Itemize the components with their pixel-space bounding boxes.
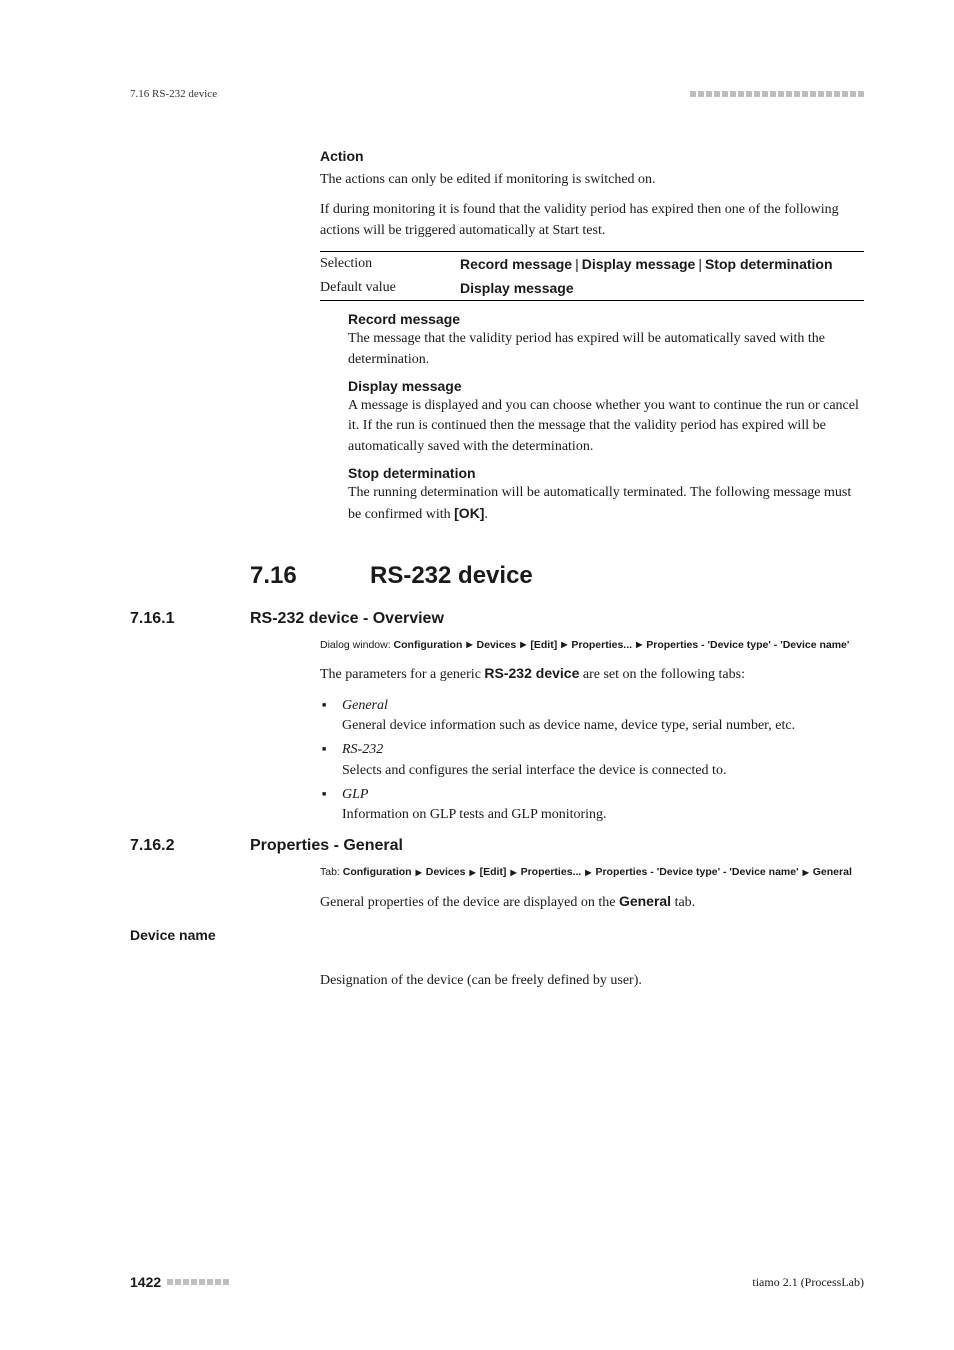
dialog-window-breadcrumb: Dialog window: Configuration▶Devices▶[Ed… xyxy=(320,638,864,654)
list-item: General General device information such … xyxy=(320,696,864,737)
subsection-number: 7.16.1 xyxy=(130,610,250,628)
section-number: 7.16 xyxy=(250,562,370,590)
header-section-label: 7.16 RS-232 device xyxy=(130,88,217,100)
footer-page-number: 1422 xyxy=(130,1274,229,1290)
section-title: RS-232 device xyxy=(370,562,533,590)
action-para-2: If during monitoring it is found that th… xyxy=(320,200,864,241)
def-title: Display message xyxy=(348,378,864,394)
tab-breadcrumb: Tab: Configuration▶Devices▶[Edit]▶Proper… xyxy=(320,865,864,881)
page-footer: 1422 tiamo 2.1 (ProcessLab) xyxy=(130,1274,864,1290)
page-header: 7.16 RS-232 device xyxy=(130,88,864,100)
device-name-label: Device name xyxy=(130,927,310,943)
def-record-message: Record message The message that the vali… xyxy=(348,311,864,370)
footer-product-label: tiamo 2.1 (ProcessLab) xyxy=(752,1275,864,1290)
tabs-bullet-list: General General device information such … xyxy=(320,696,864,826)
list-item: RS-232 Selects and configures the serial… xyxy=(320,740,864,781)
subsection-title: Properties - General xyxy=(250,837,403,855)
list-item: GLP Information on GLP tests and GLP mon… xyxy=(320,785,864,826)
section-7-16-heading: 7.16 RS-232 device xyxy=(250,562,864,590)
def-title: Stop determination xyxy=(348,465,864,481)
def-title: Record message xyxy=(348,311,864,327)
def-body: The running determination will be automa… xyxy=(348,483,864,526)
selection-values: Record message|Display message|Stop dete… xyxy=(460,252,833,276)
def-body: The message that the validity period has… xyxy=(348,329,864,370)
def-body: A message is displayed and you can choos… xyxy=(348,396,864,457)
section-7-16-1-heading: 7.16.1 RS-232 device - Overview xyxy=(130,610,864,628)
subsection-number: 7.16.2 xyxy=(130,837,250,855)
action-para-1: The actions can only be edited if monito… xyxy=(320,170,864,190)
action-heading: Action xyxy=(320,148,864,164)
selection-table: Selection Record message|Display message… xyxy=(320,251,864,302)
def-stop-determination: Stop determination The running determina… xyxy=(348,465,864,526)
selection-label: Selection xyxy=(320,252,460,276)
default-value-label: Default value xyxy=(320,276,460,300)
header-decoration xyxy=(690,91,864,97)
def-display-message: Display message A message is displayed a… xyxy=(348,378,864,457)
footer-decoration xyxy=(167,1279,229,1285)
device-name-desc: Designation of the device (can be freely… xyxy=(320,971,864,991)
default-value: Display message xyxy=(460,276,574,300)
rs232-intro: The parameters for a generic RS-232 devi… xyxy=(320,663,864,685)
subsection-title: RS-232 device - Overview xyxy=(250,610,444,628)
general-tab-intro: General properties of the device are dis… xyxy=(320,891,864,913)
section-7-16-2-heading: 7.16.2 Properties - General xyxy=(130,837,864,855)
